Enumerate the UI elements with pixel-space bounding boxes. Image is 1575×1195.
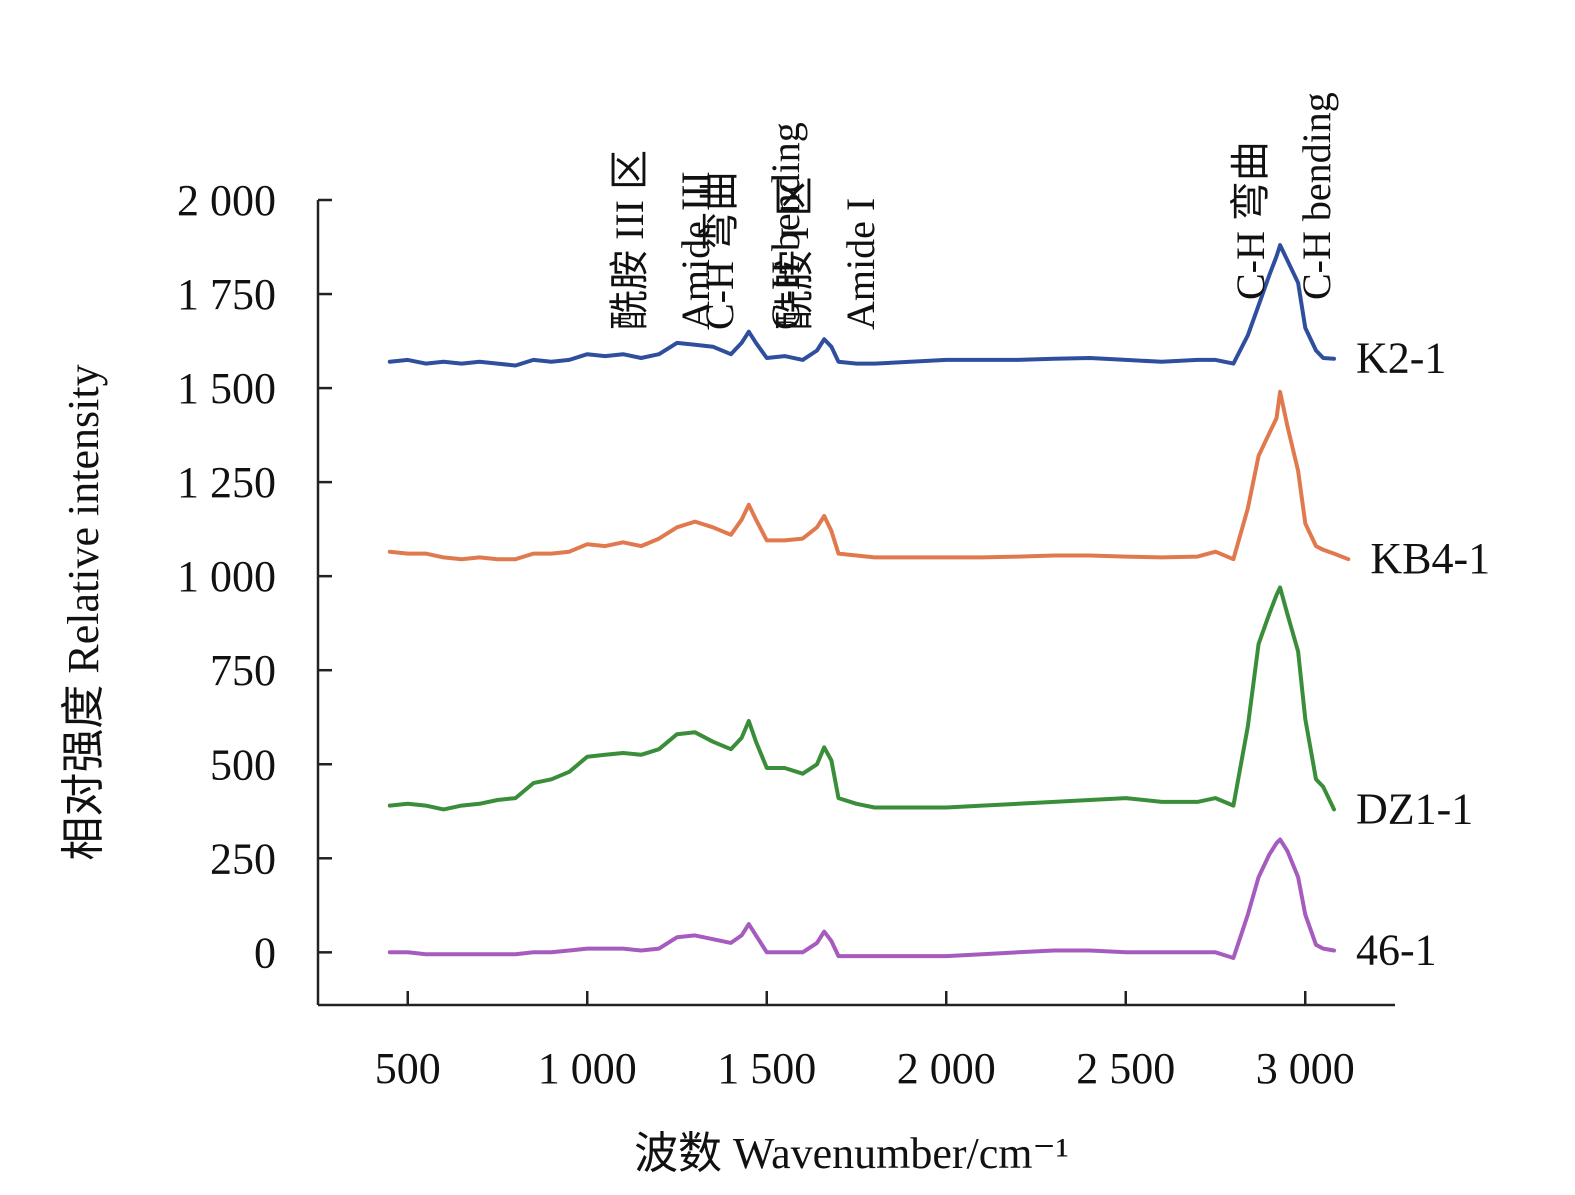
annotation-line: C-H 弯曲 bbox=[1228, 141, 1273, 300]
series-label-46-1: 46-1 bbox=[1356, 925, 1437, 974]
annotation: C-H 弯曲 C-H bending bbox=[1228, 92, 1339, 300]
series-line-46-1 bbox=[387, 837, 1336, 960]
annotation-line: 酰胺 I 区 bbox=[772, 177, 817, 330]
series-line-KB4-1 bbox=[387, 389, 1351, 562]
annotation: C-H 弯曲 C-H bending bbox=[697, 122, 808, 330]
annotation: 酰胺 I 区 Amide I bbox=[772, 177, 883, 330]
y-tick-label: 2 000 bbox=[177, 176, 276, 225]
annotation-line: C-H bending bbox=[1294, 92, 1339, 300]
y-tick-label: 750 bbox=[210, 646, 276, 695]
x-tick-label: 3 000 bbox=[1256, 1044, 1355, 1093]
annotation: 酰胺 III 区 Amide III bbox=[607, 150, 718, 330]
x-tick-label: 1 000 bbox=[538, 1044, 637, 1093]
annotation-line: Amide III bbox=[673, 171, 718, 330]
y-tick-label: 1 750 bbox=[177, 270, 276, 319]
y-tick-label: 1 250 bbox=[177, 458, 276, 507]
series-label-DZ1-1: DZ1-1 bbox=[1356, 784, 1473, 833]
x-axis-title: 波数 Wavenumber/cm⁻¹ bbox=[634, 1129, 1069, 1178]
y-ticks: 0 250 500 750 1 000 1 250 1 500 1 750 2 000 bbox=[177, 176, 332, 977]
x-tick-label: 2 500 bbox=[1076, 1044, 1175, 1093]
annotation-line: Amide I bbox=[838, 198, 883, 330]
x-tick-label: 2 000 bbox=[897, 1044, 996, 1093]
y-tick-label: 250 bbox=[210, 834, 276, 883]
annotation-line: 酰胺 III 区 bbox=[607, 150, 652, 330]
y-tick-label: 1 500 bbox=[177, 364, 276, 413]
x-ticks: 500 1 000 1 500 2 000 2 500 3 000 bbox=[375, 991, 1355, 1093]
y-tick-label: 1 000 bbox=[177, 552, 276, 601]
series-label-K2-1: K2-1 bbox=[1356, 334, 1446, 383]
y-axis-title: 相对强度 Relative intensity bbox=[59, 364, 108, 860]
y-tick-label: 0 bbox=[254, 928, 276, 977]
axes bbox=[316, 200, 1395, 1007]
series-line-DZ1-1 bbox=[387, 585, 1336, 812]
series-group bbox=[387, 243, 1351, 960]
series-labels: K2-1 KB4-1 DZ1-1 46-1 bbox=[1356, 334, 1490, 975]
y-tick-label: 500 bbox=[210, 740, 276, 789]
series-line-K2-1 bbox=[387, 243, 1336, 368]
series-label-KB4-1: KB4-1 bbox=[1370, 534, 1490, 583]
x-tick-label: 500 bbox=[375, 1044, 441, 1093]
annotation-line: C-H bending bbox=[763, 122, 808, 330]
annotation-line: C-H 弯曲 bbox=[697, 171, 742, 330]
x-tick-label: 1 500 bbox=[717, 1044, 816, 1093]
